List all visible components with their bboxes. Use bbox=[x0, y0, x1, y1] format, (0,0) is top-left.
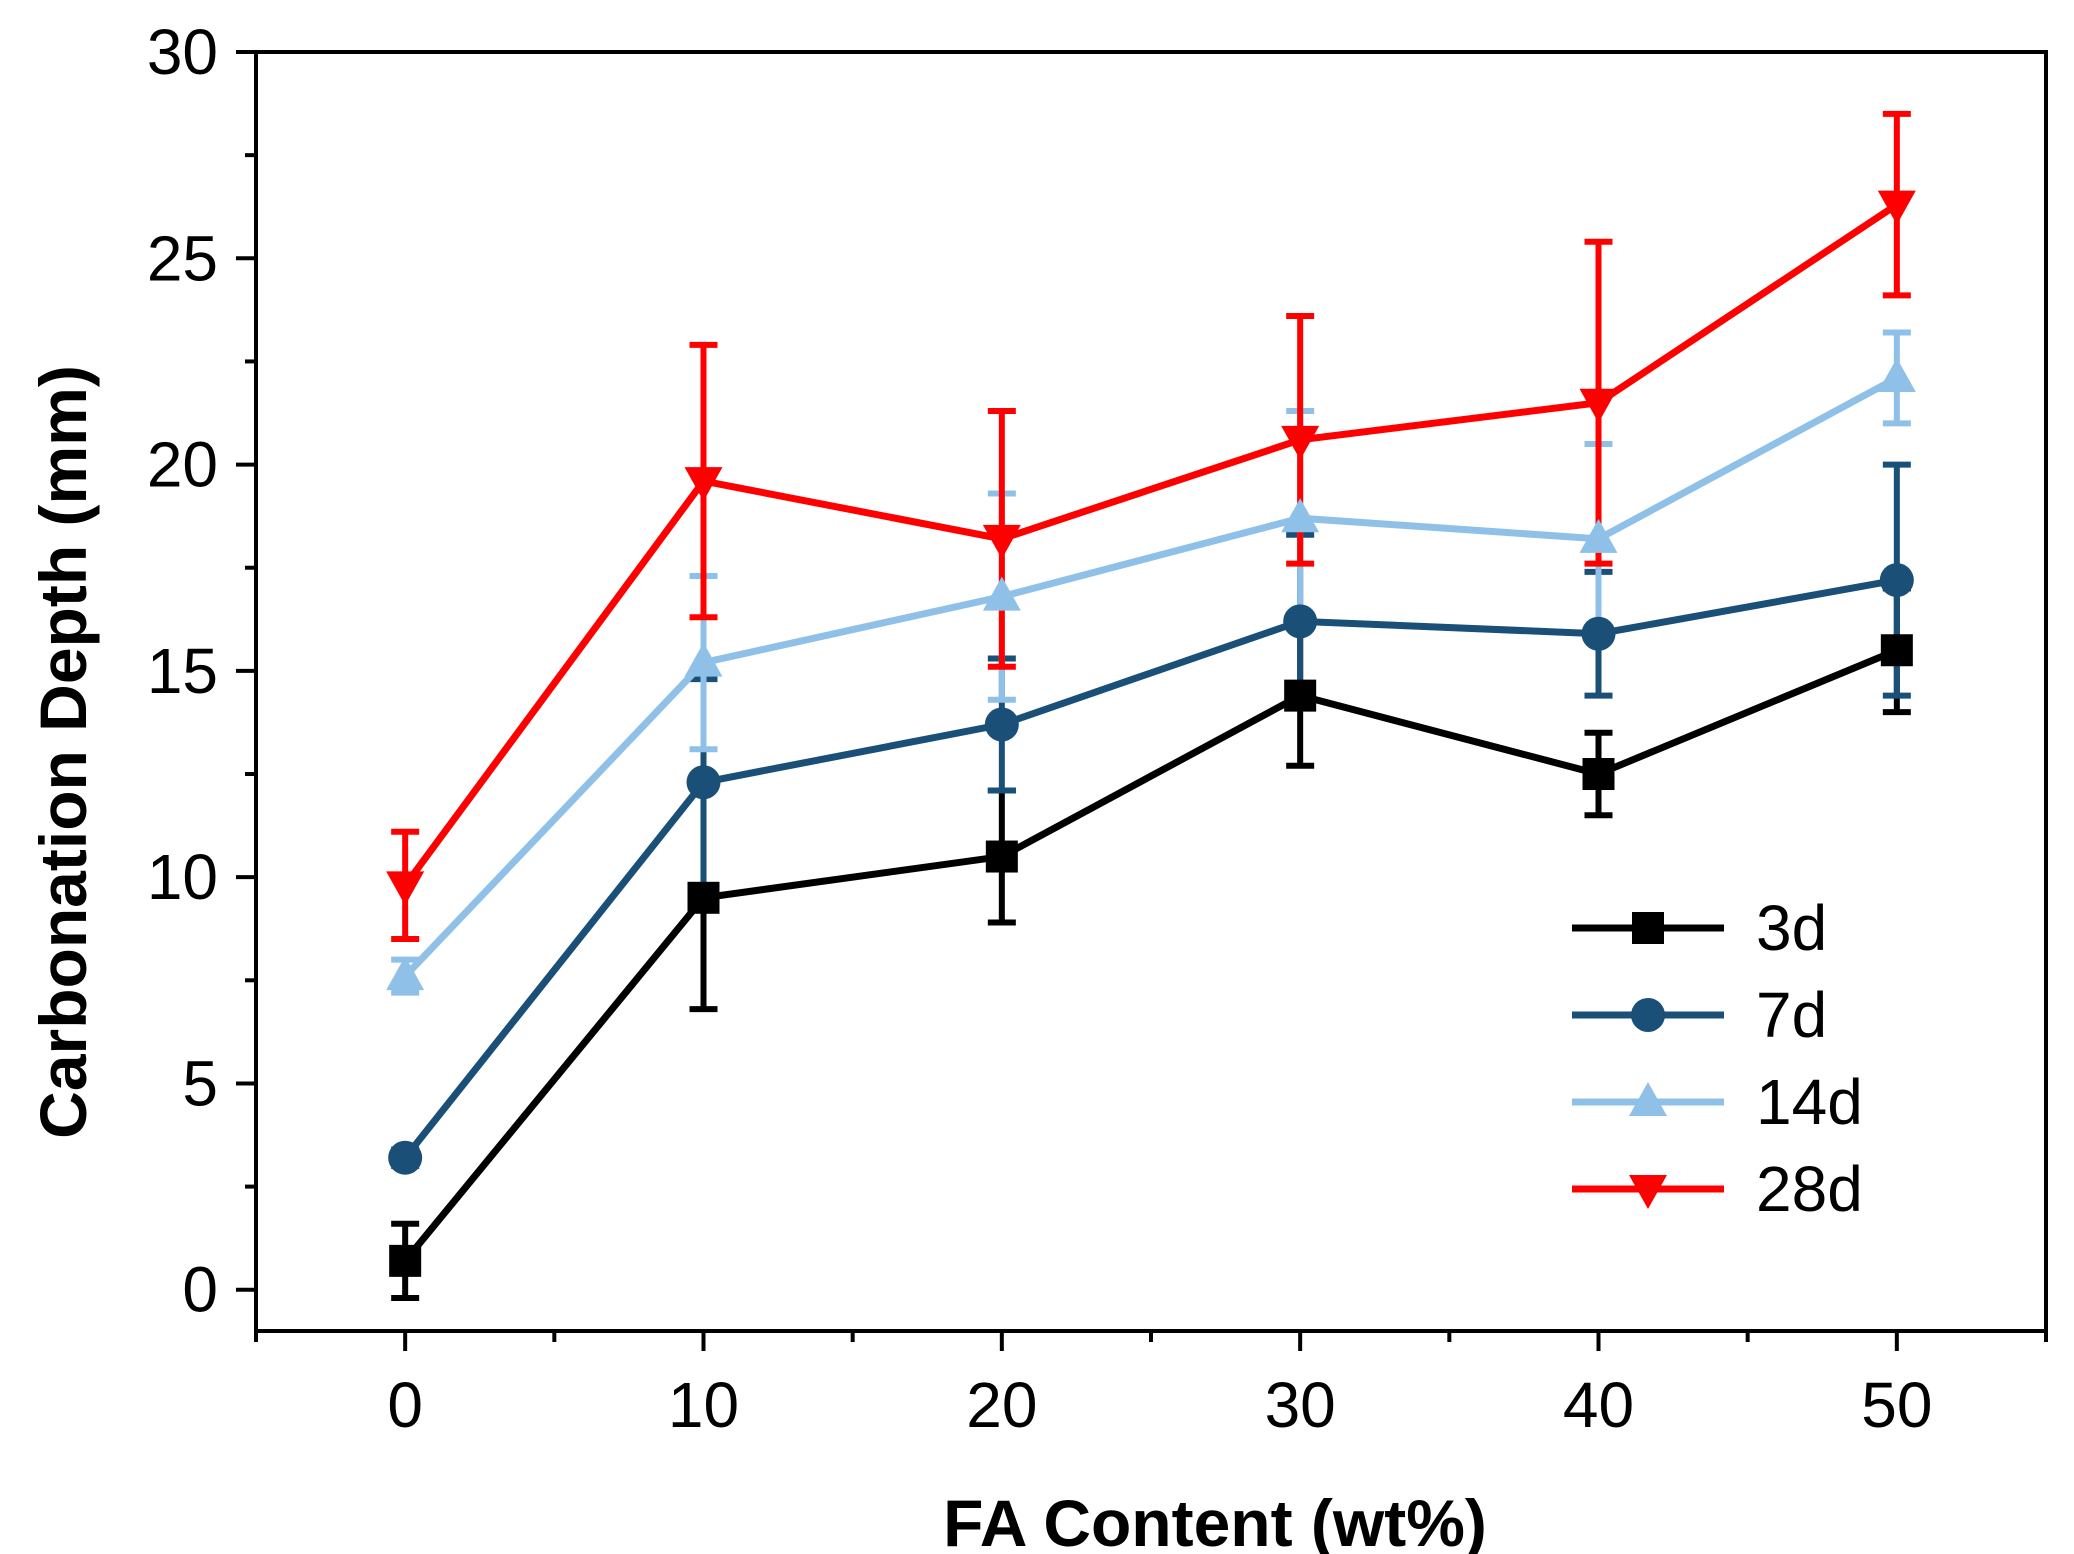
legend: 3d 7d 14d 28d bbox=[1572, 892, 1863, 1225]
error-bars bbox=[391, 110, 1911, 1301]
series-3d-point bbox=[1582, 758, 1615, 791]
legend-7d-marker bbox=[1631, 998, 1665, 1032]
x-tick-label: 20 bbox=[966, 1369, 1037, 1441]
x-tick-label: 0 bbox=[387, 1369, 423, 1441]
x-tick-label: 10 bbox=[668, 1369, 739, 1441]
series-28d-point bbox=[1877, 190, 1916, 225]
y-tick-label: 25 bbox=[147, 222, 218, 294]
series-7d-line bbox=[402, 576, 1898, 1160]
plot-frame bbox=[254, 50, 2048, 1333]
x-tick-label: 30 bbox=[1265, 1369, 1336, 1441]
series-3d-point bbox=[985, 840, 1018, 873]
series-28d-point bbox=[386, 871, 425, 906]
y-tick-label: 30 bbox=[147, 16, 218, 88]
data-markers bbox=[386, 190, 1916, 1277]
y-tick-label: 5 bbox=[182, 1047, 218, 1119]
series-14d-point bbox=[684, 642, 723, 677]
series-14d-line bbox=[402, 374, 1899, 979]
legend-3d-marker bbox=[1632, 912, 1664, 944]
x-axis-title: FA Content (wt%) bbox=[943, 1486, 1487, 1554]
series-3d-point bbox=[687, 881, 720, 914]
series-28d-point bbox=[684, 467, 723, 502]
series-3d-line bbox=[402, 647, 1899, 1264]
series-3d-point bbox=[1880, 634, 1913, 667]
series-14d-point bbox=[386, 956, 425, 991]
legend-3d-label: 3d bbox=[1756, 892, 1827, 964]
legend-28d-label: 28d bbox=[1756, 1153, 1863, 1225]
series-28d-point bbox=[1281, 425, 1320, 460]
series-14d-point bbox=[1877, 357, 1916, 392]
legend-28d-marker bbox=[1629, 1175, 1667, 1209]
legend-14d-marker bbox=[1629, 1082, 1667, 1116]
series-lines bbox=[402, 201, 1899, 1264]
series-7d-point bbox=[1283, 604, 1318, 639]
series-7d-point bbox=[1879, 563, 1914, 598]
y-tick-label: 20 bbox=[147, 429, 218, 501]
series-7d-point bbox=[984, 707, 1019, 742]
series-14d-point bbox=[982, 576, 1021, 611]
x-tick-label: 40 bbox=[1563, 1369, 1634, 1441]
y-tick-label: 10 bbox=[147, 841, 218, 913]
x-tick-label: 50 bbox=[1861, 1369, 1932, 1441]
series-28d-point bbox=[1579, 388, 1618, 423]
series-28d-line bbox=[402, 201, 1899, 888]
axes: 0 10 20 30 40 50 0 5 10 15 20 25 30 bbox=[147, 16, 2048, 1441]
y-tick-label: 15 bbox=[147, 635, 218, 707]
legend-14d-label: 14d bbox=[1756, 1066, 1863, 1138]
series-28d-point bbox=[982, 524, 1021, 559]
series-7d-point bbox=[388, 1140, 423, 1175]
series-7d-point bbox=[1581, 616, 1616, 651]
y-axis-title: Carbonation Depth (mm) bbox=[26, 365, 100, 1139]
series-14d-point bbox=[1579, 518, 1618, 553]
legend-7d-label: 7d bbox=[1756, 979, 1827, 1051]
series-14d-point bbox=[1281, 498, 1320, 533]
series-3d-point bbox=[389, 1244, 422, 1277]
y-tick-label: 0 bbox=[182, 1254, 218, 1326]
series-7d-point bbox=[686, 765, 721, 800]
series-3d-point bbox=[1284, 679, 1317, 712]
